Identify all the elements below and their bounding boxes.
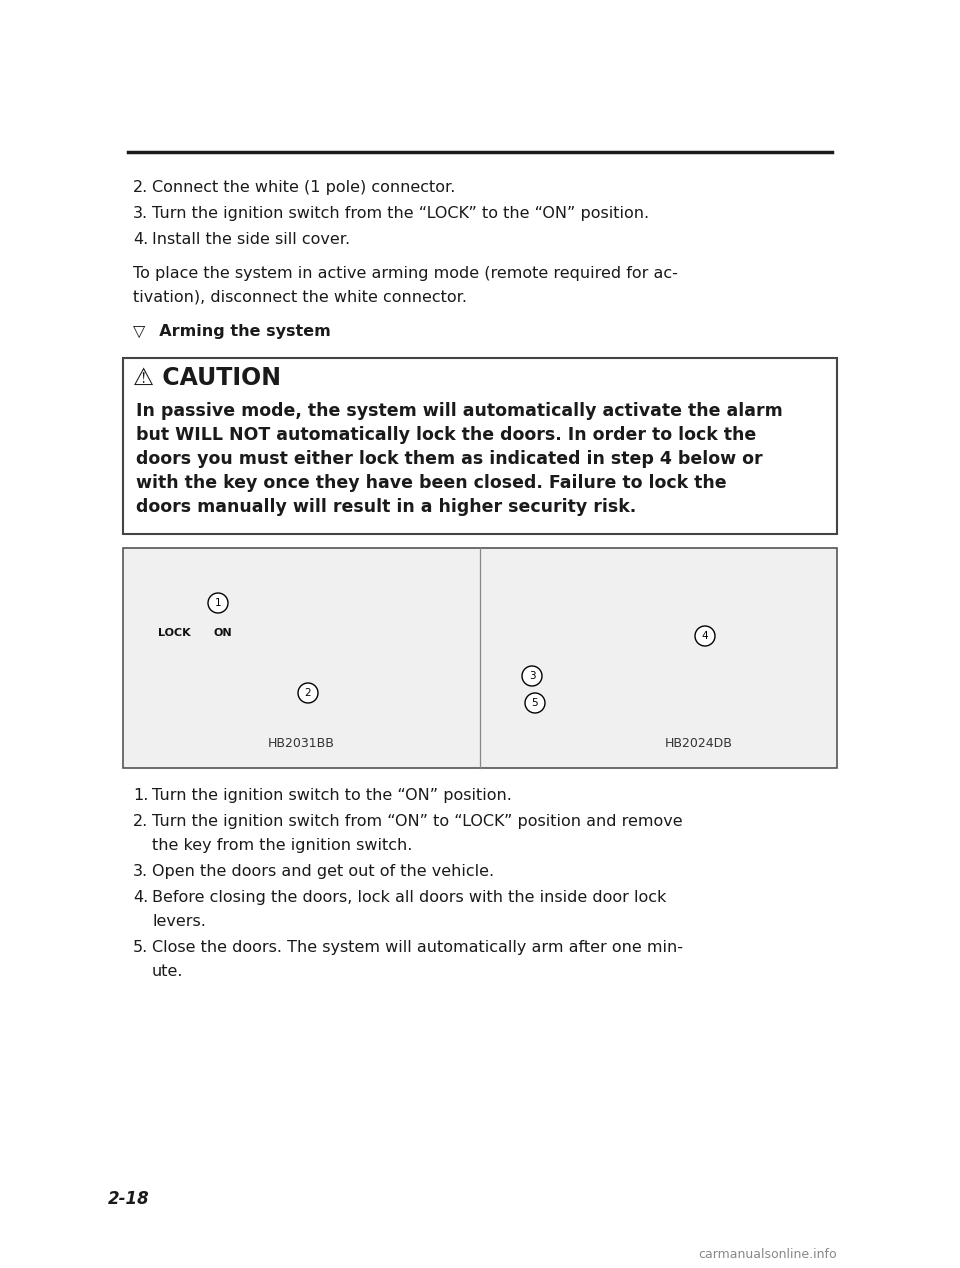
Text: tivation), disconnect the white connector.: tivation), disconnect the white connecto…	[133, 290, 467, 306]
Text: 3.: 3.	[133, 205, 148, 221]
Text: 5: 5	[532, 697, 539, 708]
Text: levers.: levers.	[152, 914, 205, 929]
Text: In passive mode, the system will automatically activate the alarm: In passive mode, the system will automat…	[136, 402, 782, 420]
Text: 4.: 4.	[133, 232, 148, 247]
Text: Turn the ignition switch from “ON” to “LOCK” position and remove: Turn the ignition switch from “ON” to “L…	[152, 814, 683, 829]
Text: but WILL NOT automatically lock the doors. In order to lock the: but WILL NOT automatically lock the door…	[136, 426, 756, 444]
Text: carmanualsonline.info: carmanualsonline.info	[698, 1248, 837, 1260]
Bar	[123, 548, 837, 768]
Circle shape	[522, 666, 542, 686]
Text: 2.: 2.	[133, 180, 148, 195]
Circle shape	[525, 694, 545, 713]
Text: ⚠ CAUTION: ⚠ CAUTION	[133, 366, 281, 391]
Circle shape	[208, 593, 228, 612]
Text: Before closing the doors, lock all doors with the inside door lock: Before closing the doors, lock all doors…	[152, 890, 666, 905]
Text: 3.: 3.	[133, 864, 148, 879]
Text: Install the side sill cover.: Install the side sill cover.	[152, 232, 350, 247]
Text: 5.: 5.	[133, 940, 148, 955]
Text: Turn the ignition switch to the “ON” position.: Turn the ignition switch to the “ON” pos…	[152, 787, 512, 803]
Text: Turn the ignition switch from the “LOCK” to the “ON” position.: Turn the ignition switch from the “LOCK”…	[152, 205, 649, 221]
Text: ute.: ute.	[152, 964, 183, 979]
Circle shape	[298, 683, 318, 702]
Text: Arming the system: Arming the system	[148, 325, 331, 339]
Text: 1: 1	[215, 598, 222, 607]
Bar	[123, 358, 837, 534]
Text: 4.: 4.	[133, 890, 148, 905]
Text: doors you must either lock them as indicated in step 4 below or: doors you must either lock them as indic…	[136, 450, 762, 468]
Text: To place the system in active arming mode (remote required for ac-: To place the system in active arming mod…	[133, 266, 678, 281]
Text: 2: 2	[304, 689, 311, 697]
Text: HB2031BB: HB2031BB	[268, 737, 335, 749]
Text: 2-18: 2-18	[108, 1189, 150, 1208]
Text: Connect the white (1 pole) connector.: Connect the white (1 pole) connector.	[152, 180, 455, 195]
Text: 4: 4	[702, 631, 708, 642]
Text: HB2024DB: HB2024DB	[664, 737, 732, 749]
Circle shape	[695, 626, 715, 645]
Text: ▽: ▽	[133, 325, 145, 339]
Text: Close the doors. The system will automatically arm after one min-: Close the doors. The system will automat…	[152, 940, 683, 955]
Text: ON: ON	[213, 628, 231, 638]
Text: the key from the ignition switch.: the key from the ignition switch.	[152, 838, 413, 853]
Text: doors manually will result in a higher security risk.: doors manually will result in a higher s…	[136, 498, 636, 516]
Text: 1.: 1.	[133, 787, 149, 803]
Text: 3: 3	[529, 671, 536, 681]
Text: with the key once they have been closed. Failure to lock the: with the key once they have been closed.…	[136, 474, 727, 492]
Text: LOCK: LOCK	[158, 628, 191, 638]
Text: 2.: 2.	[133, 814, 148, 829]
Text: Open the doors and get out of the vehicle.: Open the doors and get out of the vehicl…	[152, 864, 494, 879]
